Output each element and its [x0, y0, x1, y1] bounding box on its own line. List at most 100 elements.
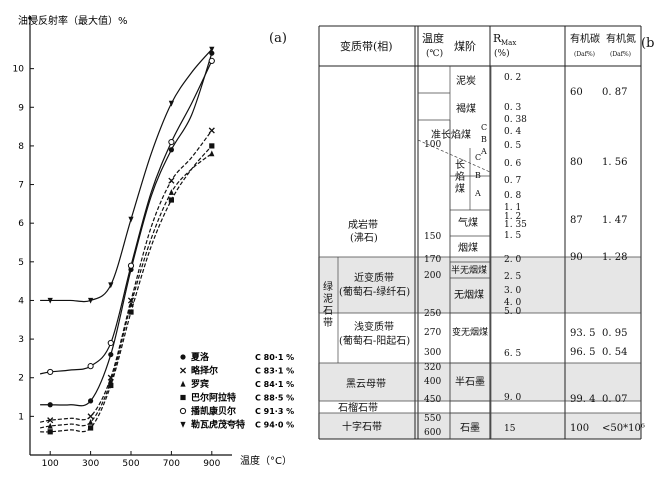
rank-semi-anth: 半无烟煤: [451, 264, 487, 276]
rmax-value: 0. 2: [504, 73, 521, 83]
header-rmax-unit: (%): [494, 48, 510, 59]
data-point: [87, 363, 94, 370]
organic-nitrogen-value: 1. 47: [602, 215, 627, 226]
data-point: [128, 216, 134, 223]
data-point: [168, 197, 174, 203]
x-axis-title: 温度（°C）: [240, 454, 292, 467]
organic-carbon-value: 99. 4: [570, 394, 595, 405]
organic-nitrogen-value: 0. 07: [602, 394, 627, 405]
rank-longflame-1: 长: [455, 159, 465, 171]
header-org-n-sub: (Daf%): [610, 51, 631, 58]
rmax-value: 0. 38: [504, 115, 527, 125]
legend-name: 夏洛: [190, 351, 210, 363]
data-point: [107, 339, 114, 347]
rank-gas: 气煤: [458, 216, 478, 229]
rmax-value: 3. 0: [504, 286, 521, 296]
data-point: [208, 127, 215, 134]
biotite-shade: [318, 363, 641, 401]
series-line: [40, 48, 213, 303]
rank-subbit-c: C: [481, 123, 487, 132]
data-point: [127, 262, 135, 269]
panel-a-label: (a): [269, 31, 287, 46]
zone-biotite: 黑云母带: [346, 378, 386, 390]
y-tick-label: 1: [18, 412, 24, 422]
rmax-value: 1. 5: [504, 231, 521, 241]
y-tick-label: 9: [18, 103, 24, 113]
data-point: [168, 189, 174, 195]
series-1: [40, 50, 215, 408]
data-point: [209, 46, 215, 53]
series-4: [40, 143, 215, 435]
legend-marker: [179, 367, 187, 374]
rank-subbit-a: A: [480, 147, 487, 156]
rmax-value: 4. 0: [504, 298, 521, 308]
data-point: [47, 417, 54, 424]
data-point: [209, 150, 215, 157]
temp-170: 170: [424, 255, 441, 265]
rank-subbit-b: B: [481, 135, 487, 144]
organic-nitrogen-value: 1. 28: [602, 252, 627, 263]
header-org-c: 有机碳: [570, 32, 600, 45]
legend-code: C 83·1 %: [255, 367, 294, 376]
organic-nitrogen-value: 0. 87: [602, 87, 627, 98]
rank-peat: 泥炭: [456, 74, 476, 87]
temp-200: 200: [424, 271, 441, 281]
staurolite-shade: [318, 413, 641, 439]
legend-name: 勒瓦虎茂夸特: [191, 419, 245, 431]
organic-carbon-value: 87: [570, 215, 583, 226]
data-point: [208, 57, 215, 65]
zone-diagenetic: 成岩带: [348, 218, 378, 231]
series-3: [39, 150, 215, 429]
organic-carbon-value: 60: [570, 87, 583, 98]
zone-near-meta: 近变质带: [354, 271, 394, 284]
legend-code: C 94·0 %: [255, 421, 294, 430]
zone-garnet: 石榴石带: [338, 401, 378, 414]
temp-320: 320: [424, 363, 441, 373]
rmax-value: 1. 1: [504, 203, 521, 213]
y-tick-label: 7: [18, 181, 24, 191]
data-point: [168, 138, 175, 146]
rmax-value: 0. 7: [504, 176, 521, 186]
rank-longflame-3: 煤: [455, 182, 465, 195]
rmax-value: 0. 3: [504, 103, 521, 113]
chart-series: [39, 46, 215, 435]
header-rmax: R: [493, 32, 502, 45]
zone-greenschist-c4: 带: [323, 317, 333, 329]
x-tick-label: 500: [122, 459, 139, 469]
legend-name: 播凯康贝尔: [191, 405, 236, 417]
rank-column: 泥炭 褐煤 准长焰煤 C B A 长 焰 煤 C B A 气煤 烟煤 半无烟煤 …: [431, 74, 488, 434]
data-point: [168, 147, 174, 153]
data-point: [209, 50, 215, 56]
data-point: [47, 297, 53, 304]
series-line: [39, 60, 213, 375]
temp-250: 250: [424, 309, 441, 319]
organic-carbon-value: 90: [570, 252, 583, 263]
header-temp-unit: (℃): [426, 48, 443, 59]
y-tick-label: 6: [18, 219, 24, 229]
zone-near-meta-sub: (葡萄石-绿纤石): [339, 285, 410, 298]
legend-code: C 88·5 %: [255, 394, 294, 403]
header-rank: 煤阶: [454, 39, 476, 53]
series-6: [40, 46, 215, 304]
data-point: [88, 297, 94, 304]
data-point: [87, 413, 94, 420]
temp-300: 300: [424, 348, 441, 358]
series-line: [39, 130, 213, 423]
organic-nitrogen-value: 1. 56: [602, 157, 627, 168]
y-tick-label: 10: [13, 65, 25, 75]
zone-greenschist-c2: 泥: [323, 292, 333, 305]
rank-meta-anth: 变无烟煤: [452, 326, 488, 338]
x-tick-label: 900: [203, 459, 220, 469]
temp-450: 450: [424, 395, 441, 405]
zone-greenschist-c3: 石: [323, 306, 333, 317]
rank-lf-b: B: [475, 171, 481, 180]
y-tick-label: 8: [18, 142, 24, 152]
legend-name: 巴尔阿拉特: [191, 392, 236, 404]
legend-marker: [180, 394, 186, 401]
rank-anth: 无烟煤: [454, 288, 484, 301]
rmax-value: 0. 4: [504, 127, 521, 137]
temperature-column: 100 150 170 200 250 270 300 320 400 450 …: [424, 140, 441, 438]
rank-longflame-2: 焰: [455, 170, 465, 183]
zone-staurolite: 十字石带: [342, 420, 382, 433]
data-point: [108, 282, 114, 289]
